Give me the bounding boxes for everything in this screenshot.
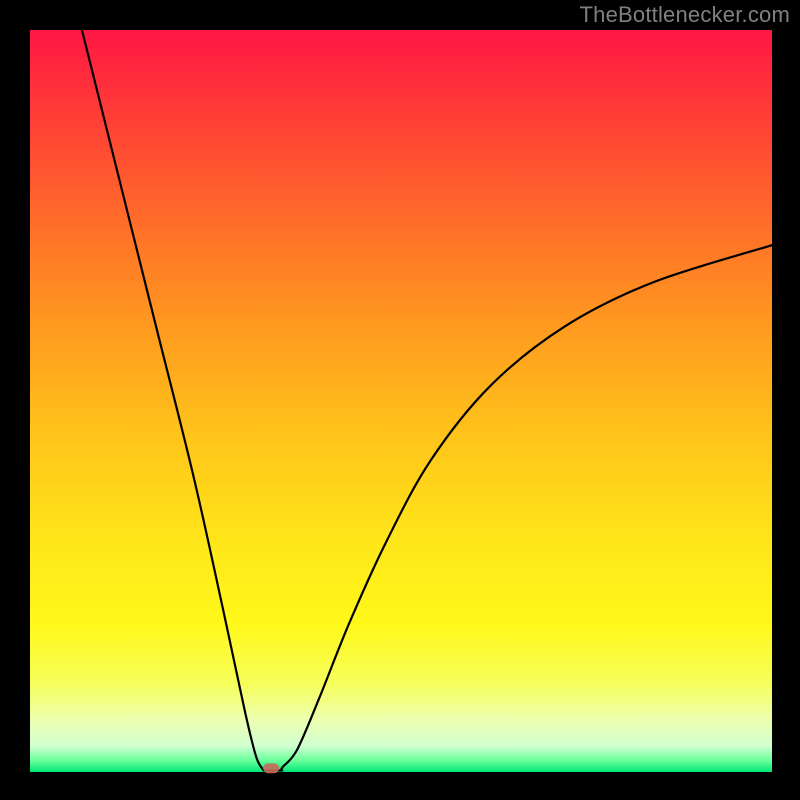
optimal-point-marker [263, 763, 279, 773]
chart-container: TheBottlenecker.com [0, 0, 800, 800]
bottleneck-chart [0, 0, 800, 800]
plot-area-gradient [30, 30, 772, 772]
watermark-text: TheBottlenecker.com [580, 2, 790, 28]
